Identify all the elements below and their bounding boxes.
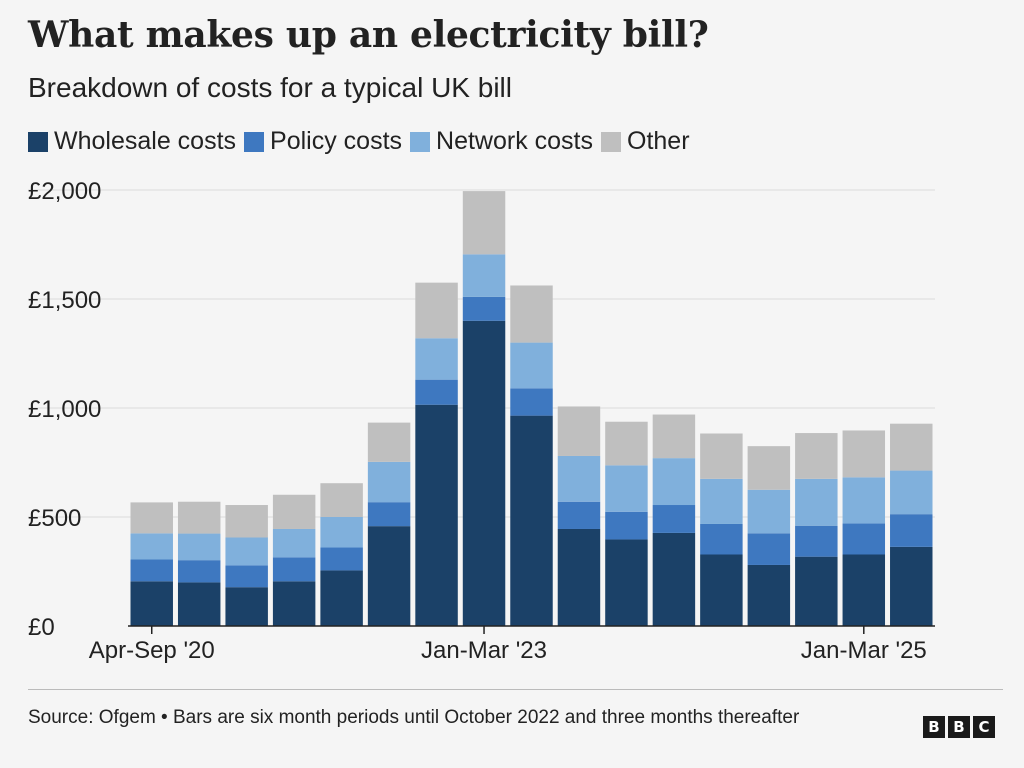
bar-segment-network-costs	[510, 342, 553, 389]
legend-label-wholesale: Wholesale costs	[54, 127, 237, 155]
bar-segment-policy-costs	[225, 565, 268, 588]
legend-label-policy: Policy costs	[270, 127, 403, 155]
legend-label-other: Other	[627, 127, 690, 155]
bar-segment-wholesale-costs	[177, 582, 221, 626]
bar-segment-other	[605, 421, 648, 466]
bar-segment-network-costs	[890, 470, 933, 515]
bar-segment-other	[795, 433, 838, 479]
bar-segment-other	[177, 501, 221, 534]
bar-segment-network-costs	[462, 254, 506, 297]
bar-segment-wholesale-costs	[462, 320, 506, 626]
bar-segment-wholesale-costs	[367, 526, 411, 626]
bar-segment-policy-costs	[415, 379, 458, 405]
bar-segment-other	[415, 282, 458, 339]
bar-segment-wholesale-costs	[795, 556, 838, 626]
bar-segment-network-costs	[320, 517, 363, 548]
bar-segment-wholesale-costs	[415, 404, 458, 626]
legend-item-wholesale: Wholesale costs	[28, 127, 236, 156]
x-tick-label: Apr-Sep '20	[89, 637, 215, 664]
bar-segment-other	[510, 285, 553, 343]
y-tick-label: £2,000	[28, 178, 101, 205]
bar-segment-other	[652, 414, 696, 459]
bar-segment-policy-costs	[842, 523, 886, 555]
bar-segment-network-costs	[272, 528, 316, 558]
bar-segment-wholesale-costs	[272, 581, 316, 626]
bar-segment-wholesale-costs	[130, 581, 173, 626]
bar-segment-policy-costs	[367, 502, 411, 527]
bar-segment-wholesale-costs	[510, 415, 553, 626]
bar-segment-other	[842, 430, 886, 478]
bar-segment-policy-costs	[557, 501, 601, 529]
bar-segment-other	[462, 191, 506, 255]
bbc-logo: B B C	[920, 716, 995, 738]
bar-segment-network-costs	[605, 465, 648, 512]
legend-swatch-other	[601, 131, 621, 152]
footer-divider	[28, 689, 1003, 690]
bar-segment-other	[747, 446, 791, 490]
source-note: Source: Ofgem • Bars are six month perio…	[28, 707, 800, 728]
legend-item-other: Other	[601, 127, 690, 156]
bar-segment-policy-costs	[130, 559, 173, 582]
bar-segment-wholesale-costs	[747, 564, 791, 626]
bar-segment-network-costs	[795, 478, 838, 526]
bar-segment-policy-costs	[320, 547, 363, 571]
bar-segment-network-costs	[367, 461, 411, 503]
bar-segment-wholesale-costs	[605, 539, 648, 626]
bar-segment-network-costs	[700, 478, 743, 524]
bar-segment-policy-costs	[605, 511, 648, 540]
bar-segment-wholesale-costs	[557, 528, 601, 626]
bar-segment-policy-costs	[510, 388, 553, 416]
bar-segment-network-costs	[130, 533, 173, 560]
bar-segment-wholesale-costs	[320, 570, 363, 626]
bar-segment-wholesale-costs	[842, 554, 886, 626]
bar-segment-policy-costs	[890, 514, 933, 547]
chart-subtitle: Breakdown of costs for a typical UK bill	[28, 72, 512, 103]
legend-swatch-policy	[244, 131, 265, 152]
bar-segment-policy-costs	[272, 557, 316, 582]
bbc-logo-block: B	[923, 716, 945, 738]
bar-segment-network-costs	[225, 537, 268, 566]
stacked-bar-chart: £0 £500 £1,000 £1,500 £2,000 Apr-Sep '20 Jan-M…	[28, 178, 935, 664]
bar-segment-other	[557, 406, 601, 456]
bar-segment-wholesale-costs	[890, 546, 933, 626]
bar-segment-other	[130, 502, 173, 534]
bar-segment-network-costs	[557, 455, 601, 502]
bar-segment-other	[320, 483, 363, 517]
bar-segment-policy-costs	[462, 296, 506, 321]
bar-segment-other	[225, 505, 268, 538]
y-tick-label: £1,000	[28, 396, 101, 423]
bar-segment-network-costs	[177, 533, 221, 561]
legend-swatch-wholesale	[28, 131, 48, 152]
y-tick-label: £1,500	[28, 287, 101, 314]
bar-segment-wholesale-costs	[225, 587, 268, 626]
bar-segment-wholesale-costs	[652, 532, 696, 626]
bar-segment-policy-costs	[795, 525, 838, 557]
bar-segment-network-costs	[842, 477, 886, 524]
bar-segment-policy-costs	[700, 523, 743, 555]
chart-legend: Wholesale costs Policy costs Network cos…	[28, 127, 698, 156]
bar-segment-policy-costs	[177, 560, 221, 583]
chart-title: What makes up an electricity bill?	[28, 14, 709, 56]
bbc-logo-block: C	[973, 716, 995, 738]
bar-segment-other	[890, 423, 933, 471]
bar-segment-other	[367, 422, 411, 462]
bar-segment-other	[272, 494, 316, 529]
bbc-logo-block: B	[948, 716, 970, 738]
y-tick-label: £500	[28, 505, 81, 532]
bar-segment-wholesale-costs	[700, 554, 743, 626]
bar-segment-policy-costs	[747, 533, 791, 565]
legend-item-network: Network costs	[410, 127, 593, 156]
bar-segment-network-costs	[415, 338, 458, 380]
legend-label-network: Network costs	[436, 127, 593, 155]
bar-segment-network-costs	[652, 458, 696, 506]
legend-swatch-network	[410, 131, 431, 152]
legend-item-policy: Policy costs	[244, 127, 402, 156]
x-tick-label: Jan-Mar '23	[421, 637, 547, 664]
bar-segment-policy-costs	[652, 505, 696, 533]
bar-segment-other	[700, 433, 743, 479]
y-tick-label: £0	[28, 614, 55, 641]
bar-segment-network-costs	[747, 489, 791, 534]
x-tick-label: Jan-Mar '25	[801, 637, 927, 664]
